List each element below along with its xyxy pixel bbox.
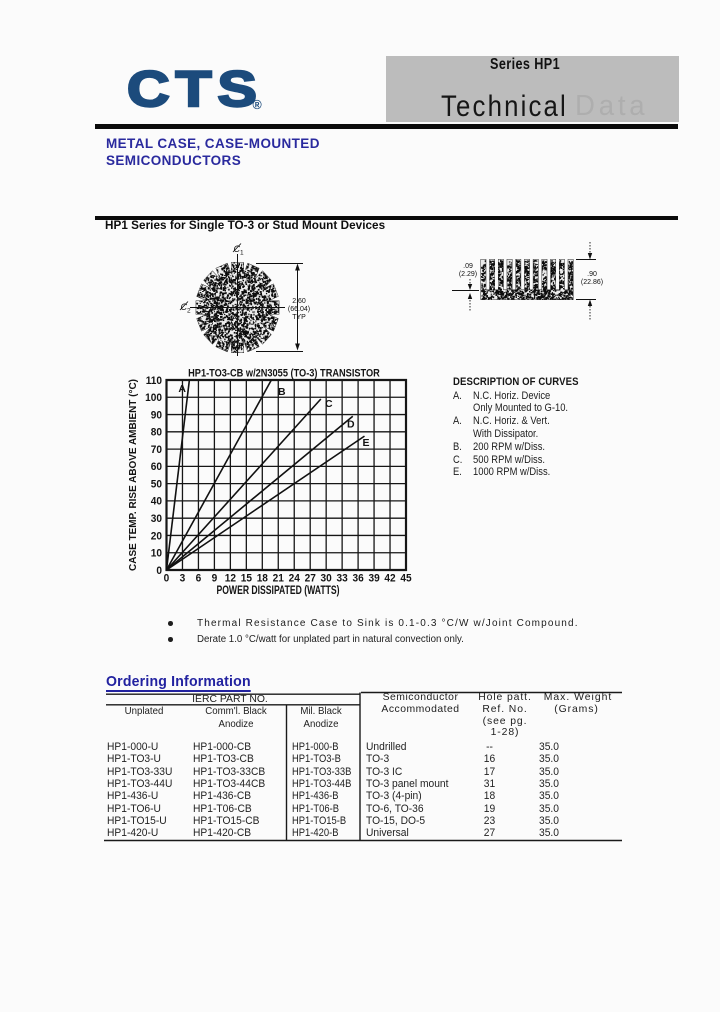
svg-text:B: B	[278, 386, 286, 398]
svg-text:30: 30	[151, 513, 162, 525]
svg-text:2.60: 2.60	[292, 298, 306, 305]
svg-text:40: 40	[151, 495, 162, 507]
svg-text:.09: .09	[463, 263, 473, 270]
svg-text:0: 0	[164, 572, 170, 584]
svg-text:(2.29): (2.29)	[459, 271, 477, 278]
svg-text:42: 42	[384, 572, 395, 584]
svg-text:70: 70	[151, 444, 162, 456]
svg-text:E: E	[363, 437, 370, 449]
svg-text:50: 50	[151, 478, 162, 490]
svg-text:80: 80	[151, 426, 162, 438]
svg-text:18: 18	[257, 572, 268, 584]
svg-text:100: 100	[145, 392, 162, 404]
svg-text:POWER DISSIPATED (WATTS): POWER DISSIPATED (WATTS)	[216, 585, 339, 597]
svg-text:2: 2	[187, 308, 191, 315]
svg-text:D: D	[347, 419, 355, 431]
svg-text:30: 30	[321, 572, 332, 584]
svg-text:60: 60	[151, 461, 162, 473]
svg-text:TYP: TYP	[292, 314, 306, 321]
svg-text:(22.86): (22.86)	[581, 279, 603, 286]
svg-text:20: 20	[151, 530, 162, 542]
svg-text:.90: .90	[587, 271, 597, 278]
svg-text:6: 6	[196, 572, 202, 584]
svg-text:0: 0	[156, 564, 162, 576]
svg-text:15: 15	[241, 572, 252, 584]
svg-text:39: 39	[368, 572, 379, 584]
svg-text:45: 45	[400, 572, 411, 584]
svg-text:27: 27	[305, 572, 316, 584]
svg-text:CASE TEMP. RISE ABOVE AMBIENT: CASE TEMP. RISE ABOVE AMBIENT (°C)	[128, 379, 139, 571]
svg-text:A: A	[178, 383, 186, 395]
svg-text:21: 21	[273, 572, 284, 584]
svg-text:33: 33	[337, 572, 348, 584]
svg-text:C: C	[181, 302, 188, 312]
svg-text:24: 24	[289, 572, 300, 584]
svg-text:HP1-TO3-CB w/2N3055 (TO-3) TRA: HP1-TO3-CB w/2N3055 (TO-3) TRANSISTOR	[188, 368, 380, 380]
svg-text:C: C	[325, 398, 333, 410]
svg-text:3: 3	[180, 572, 186, 584]
svg-text:(66.04): (66.04)	[288, 306, 310, 313]
svg-text:1: 1	[240, 250, 244, 257]
svg-text:9: 9	[212, 572, 218, 584]
svg-text:110: 110	[146, 374, 162, 386]
svg-text:12: 12	[225, 572, 236, 584]
svg-text:90: 90	[151, 409, 162, 421]
svg-text:10: 10	[151, 547, 162, 559]
svg-text:36: 36	[352, 572, 363, 584]
svg-text:C: C	[234, 244, 241, 254]
